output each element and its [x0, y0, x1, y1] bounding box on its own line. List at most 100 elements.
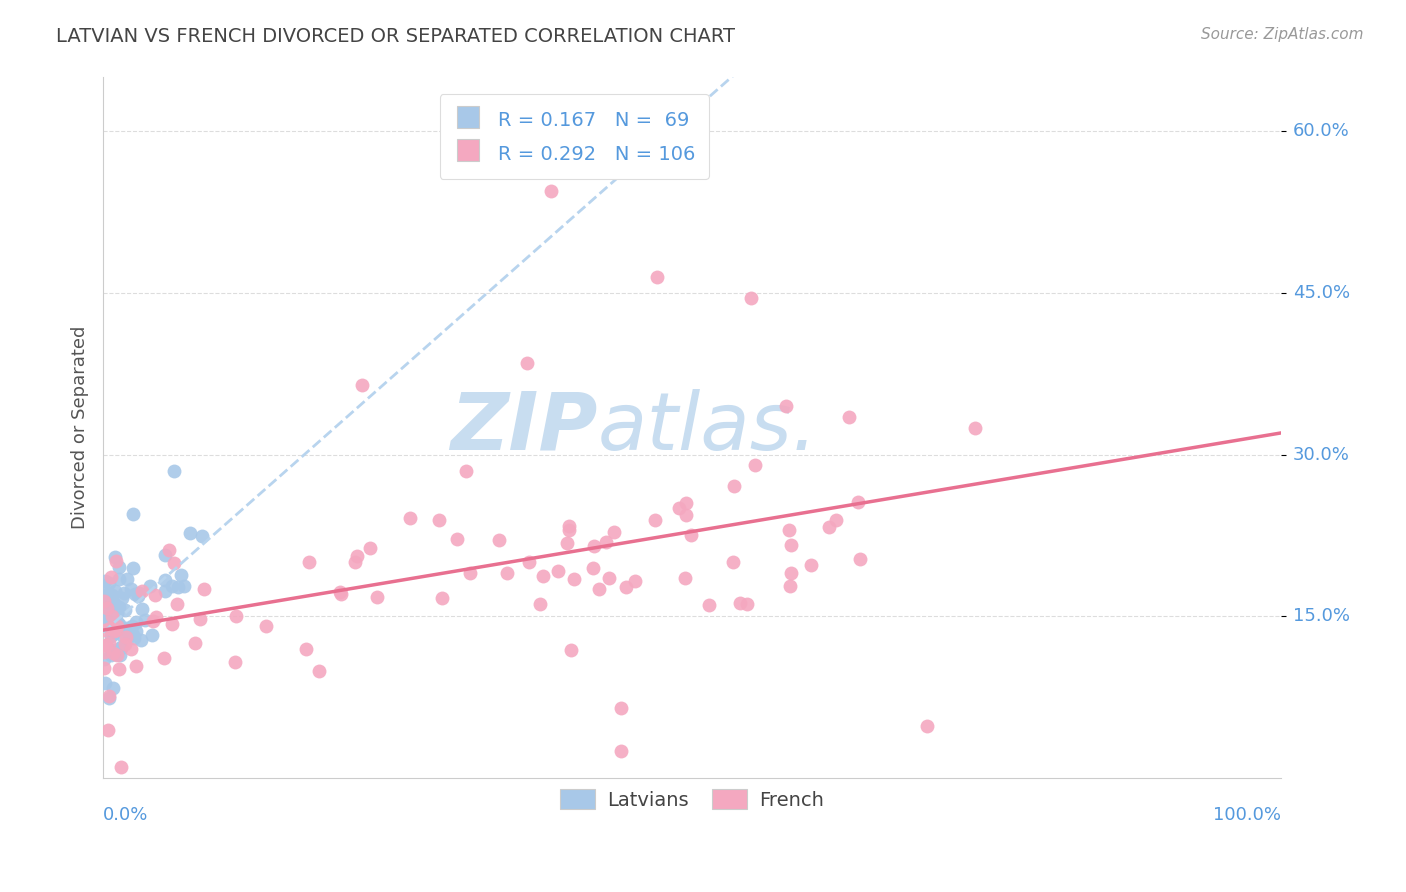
- Point: [94, 612, 117, 626]
- Point: [105, 615, 128, 629]
- Point: [105, 554, 128, 568]
- Legend: Latvians, French: Latvians, French: [553, 781, 831, 817]
- Text: 60.0%: 60.0%: [1292, 122, 1350, 140]
- Point: [125, 659, 148, 673]
- Point: [131, 584, 153, 599]
- Point: [108, 662, 131, 676]
- Point: [103, 624, 125, 639]
- Point: [179, 526, 201, 541]
- Point: [94, 574, 117, 588]
- Point: [166, 597, 188, 611]
- Point: [529, 597, 551, 611]
- Point: [101, 588, 124, 602]
- Point: [98, 636, 121, 650]
- Point: [446, 533, 468, 547]
- Point: [112, 586, 135, 600]
- Point: [723, 479, 745, 493]
- Point: [98, 615, 121, 629]
- Point: [162, 616, 184, 631]
- Point: [93, 603, 115, 617]
- Point: [458, 566, 481, 580]
- Point: [96, 614, 118, 628]
- Point: [190, 612, 212, 626]
- Point: [740, 292, 762, 306]
- Point: [121, 507, 143, 521]
- Point: [96, 600, 118, 615]
- Point: [517, 554, 540, 568]
- Point: [105, 623, 128, 637]
- Point: [598, 570, 620, 584]
- Point: [98, 621, 121, 635]
- Point: [153, 583, 176, 598]
- Point: [125, 615, 148, 629]
- Point: [114, 630, 136, 644]
- Point: [681, 528, 703, 542]
- Point: [155, 573, 177, 587]
- Point: [155, 549, 177, 563]
- Point: [152, 651, 174, 665]
- Point: [108, 616, 131, 631]
- Point: [110, 621, 132, 635]
- Point: [114, 602, 136, 616]
- Point: [644, 513, 666, 527]
- Point: [162, 579, 184, 593]
- Point: [98, 621, 121, 635]
- Point: [114, 637, 136, 651]
- Point: [143, 588, 166, 602]
- Point: [105, 606, 128, 620]
- Text: LATVIAN VS FRENCH DIVORCED OR SEPARATED CORRELATION CHART: LATVIAN VS FRENCH DIVORCED OR SEPARATED …: [56, 27, 735, 45]
- Point: [184, 636, 207, 650]
- Point: [295, 642, 318, 657]
- Point: [101, 623, 124, 637]
- Point: [105, 648, 128, 663]
- Point: [93, 652, 115, 666]
- Point: [780, 566, 803, 580]
- Point: [610, 701, 633, 715]
- Point: [595, 534, 617, 549]
- Point: [735, 597, 758, 611]
- Point: [582, 539, 605, 553]
- Point: [721, 555, 744, 569]
- Point: [800, 558, 823, 572]
- Point: [496, 566, 519, 580]
- Point: [104, 549, 127, 564]
- Text: 30.0%: 30.0%: [1292, 446, 1350, 464]
- Point: [124, 587, 146, 601]
- Point: [779, 579, 801, 593]
- Point: [346, 549, 368, 564]
- Point: [120, 582, 142, 596]
- Point: [115, 621, 138, 635]
- Point: [557, 523, 579, 537]
- Point: [560, 643, 582, 657]
- Point: [558, 518, 581, 533]
- Point: [127, 589, 149, 603]
- Text: 0.0%: 0.0%: [103, 806, 149, 824]
- Point: [163, 557, 186, 571]
- Text: Source: ZipAtlas.com: Source: ZipAtlas.com: [1201, 27, 1364, 42]
- Point: [675, 496, 697, 510]
- Point: [115, 573, 138, 587]
- Point: [778, 523, 800, 537]
- Point: [917, 719, 939, 733]
- Point: [97, 595, 120, 609]
- Point: [94, 588, 117, 602]
- Point: [100, 629, 122, 643]
- Point: [101, 646, 124, 660]
- Point: [167, 580, 190, 594]
- Point: [352, 377, 374, 392]
- Point: [427, 513, 450, 527]
- Point: [104, 583, 127, 598]
- Point: [103, 597, 125, 611]
- Point: [108, 600, 131, 615]
- Point: [824, 513, 846, 527]
- Point: [298, 556, 321, 570]
- Point: [108, 648, 131, 662]
- Point: [963, 421, 986, 435]
- Point: [134, 614, 156, 628]
- Point: [93, 585, 115, 599]
- Point: [107, 560, 129, 574]
- Point: [105, 644, 128, 658]
- Point: [96, 638, 118, 652]
- Point: [533, 569, 555, 583]
- Point: [308, 664, 330, 678]
